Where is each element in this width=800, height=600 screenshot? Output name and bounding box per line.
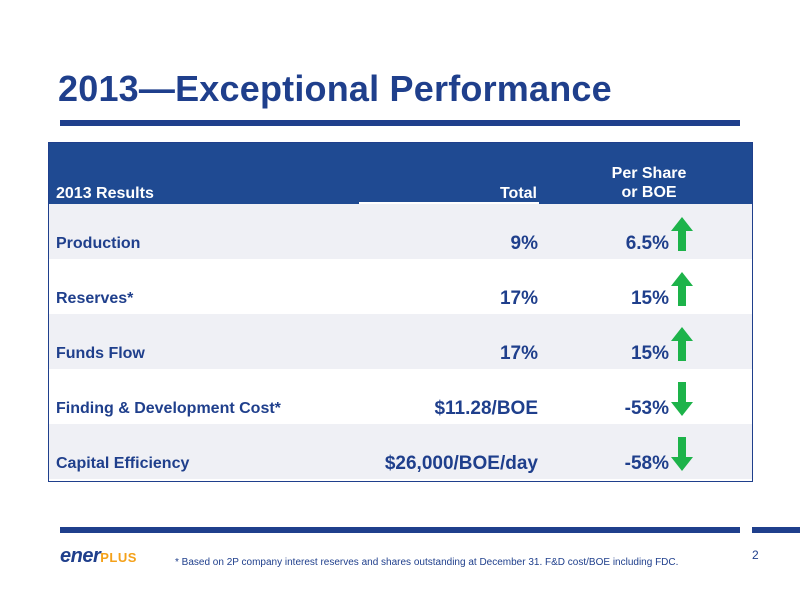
row-label: Reserves*: [56, 290, 134, 307]
green-down-arrow-icon: [671, 437, 693, 471]
footnote: * Based on 2P company interest reserves …: [175, 557, 679, 568]
title-divider: [60, 120, 740, 126]
logo-part-ener: ener: [60, 545, 101, 567]
header-total: Total: [499, 185, 537, 202]
row-per-share: -53%: [624, 398, 669, 419]
green-down-arrow-icon: [671, 382, 693, 416]
row-label: Funds Flow: [56, 345, 145, 362]
header-per-share: Per Share or BOE: [589, 164, 709, 202]
table-row: Finding & Development Cost* $11.28/BOE -…: [49, 369, 752, 424]
table-row: Reserves* 17% 15%: [49, 259, 752, 314]
results-table: 2013 Results Total Per Share or BOE Prod…: [48, 142, 753, 482]
row-label: Production: [56, 235, 141, 252]
row-total: $11.28/BOE: [434, 398, 538, 419]
row-label: Finding & Development Cost*: [56, 400, 281, 417]
row-per-share: -58%: [624, 453, 669, 474]
green-up-arrow-icon: [671, 272, 693, 306]
row-label: Capital Efficiency: [56, 455, 190, 472]
footer-divider: [60, 527, 740, 533]
table-row: Funds Flow 17% 15%: [49, 314, 752, 369]
table-header: 2013 Results Total Per Share or BOE: [49, 143, 752, 204]
footer-divider-right: [752, 527, 800, 533]
green-up-arrow-icon: [671, 327, 693, 361]
table-row: Production 9% 6.5%: [49, 204, 752, 259]
header-divider: [359, 202, 539, 204]
green-up-arrow-icon: [671, 217, 693, 251]
slide-title: 2013—Exceptional Performance: [58, 68, 612, 109]
header-per-share-line1: Per Share: [611, 165, 687, 182]
table-row: Capital Efficiency $26,000/BOE/day -58%: [49, 424, 752, 479]
row-per-share: 6.5%: [625, 233, 669, 254]
row-total: 17%: [499, 288, 538, 309]
row-total: 17%: [499, 343, 538, 364]
row-per-share: 15%: [630, 343, 669, 364]
logo-part-plus: PLUS: [100, 550, 137, 565]
page-number: 2: [752, 548, 759, 562]
row-total: $26,000/BOE/day: [384, 453, 538, 474]
row-total: 9%: [510, 233, 538, 254]
row-per-share: 15%: [630, 288, 669, 309]
header-results: 2013 Results: [56, 185, 154, 202]
enerplus-logo: enerPLUS: [60, 545, 137, 569]
header-per-share-line2: or BOE: [621, 184, 677, 201]
